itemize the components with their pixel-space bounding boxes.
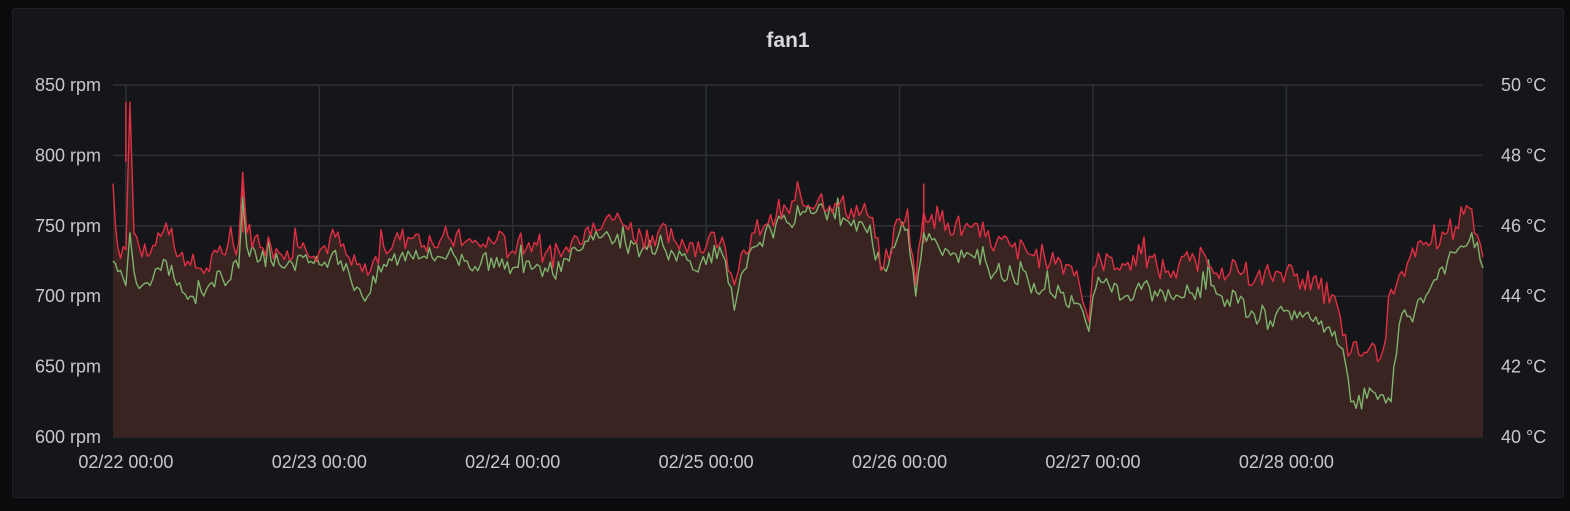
- right-axis-tick-label: 42 °C: [1501, 357, 1546, 377]
- right-axis-tick-label: 48 °C: [1501, 145, 1546, 165]
- x-axis-tick-label: 02/28 00:00: [1239, 452, 1334, 472]
- right-axis-tick-label: 50 °C: [1501, 75, 1546, 95]
- x-axis-tick-label: 02/25 00:00: [659, 452, 754, 472]
- left-axis-tick-label: 600 rpm: [35, 427, 101, 447]
- series-line-0: [112, 101, 1484, 363]
- left-axis-tick-label: 850 rpm: [35, 75, 101, 95]
- left-axis-ticks: 850 rpm 800 rpm 750 rpm 700 rpm 650 rpm 600 r…: [35, 75, 101, 447]
- right-axis-tick-label: 46 °C: [1501, 216, 1546, 236]
- x-axis-tick-label: 02/27 00:00: [1045, 452, 1140, 472]
- left-axis-tick-label: 800 rpm: [35, 145, 101, 165]
- right-axis-tick-label: 40 °C: [1501, 427, 1546, 447]
- left-axis-tick-label: 650 rpm: [35, 357, 101, 377]
- left-axis-tick-label: 750 rpm: [35, 216, 101, 236]
- left-axis-tick-label: 700 rpm: [35, 286, 101, 306]
- right-axis-ticks: 50 °C 48 °C 46 °C 44 °C 42 °C 40 °C: [1501, 75, 1546, 447]
- x-axis-tick-label: 02/26 00:00: [852, 452, 947, 472]
- x-axis-tick-label: 02/22 00:00: [78, 452, 173, 472]
- series-line-1: [112, 196, 1484, 410]
- x-axis-tick-label: 02/23 00:00: [272, 452, 367, 472]
- right-axis-tick-label: 44 °C: [1501, 286, 1546, 306]
- x-axis-ticks: 02/22 00:00 02/23 00:00 02/24 00:00 02/25 0…: [78, 452, 1334, 472]
- panel-title[interactable]: fan1: [766, 29, 810, 52]
- series-lines: [112, 101, 1484, 410]
- x-axis-tick-label: 02/24 00:00: [465, 452, 560, 472]
- series-fills: [113, 101, 1483, 438]
- series-fill-0: [113, 101, 1483, 438]
